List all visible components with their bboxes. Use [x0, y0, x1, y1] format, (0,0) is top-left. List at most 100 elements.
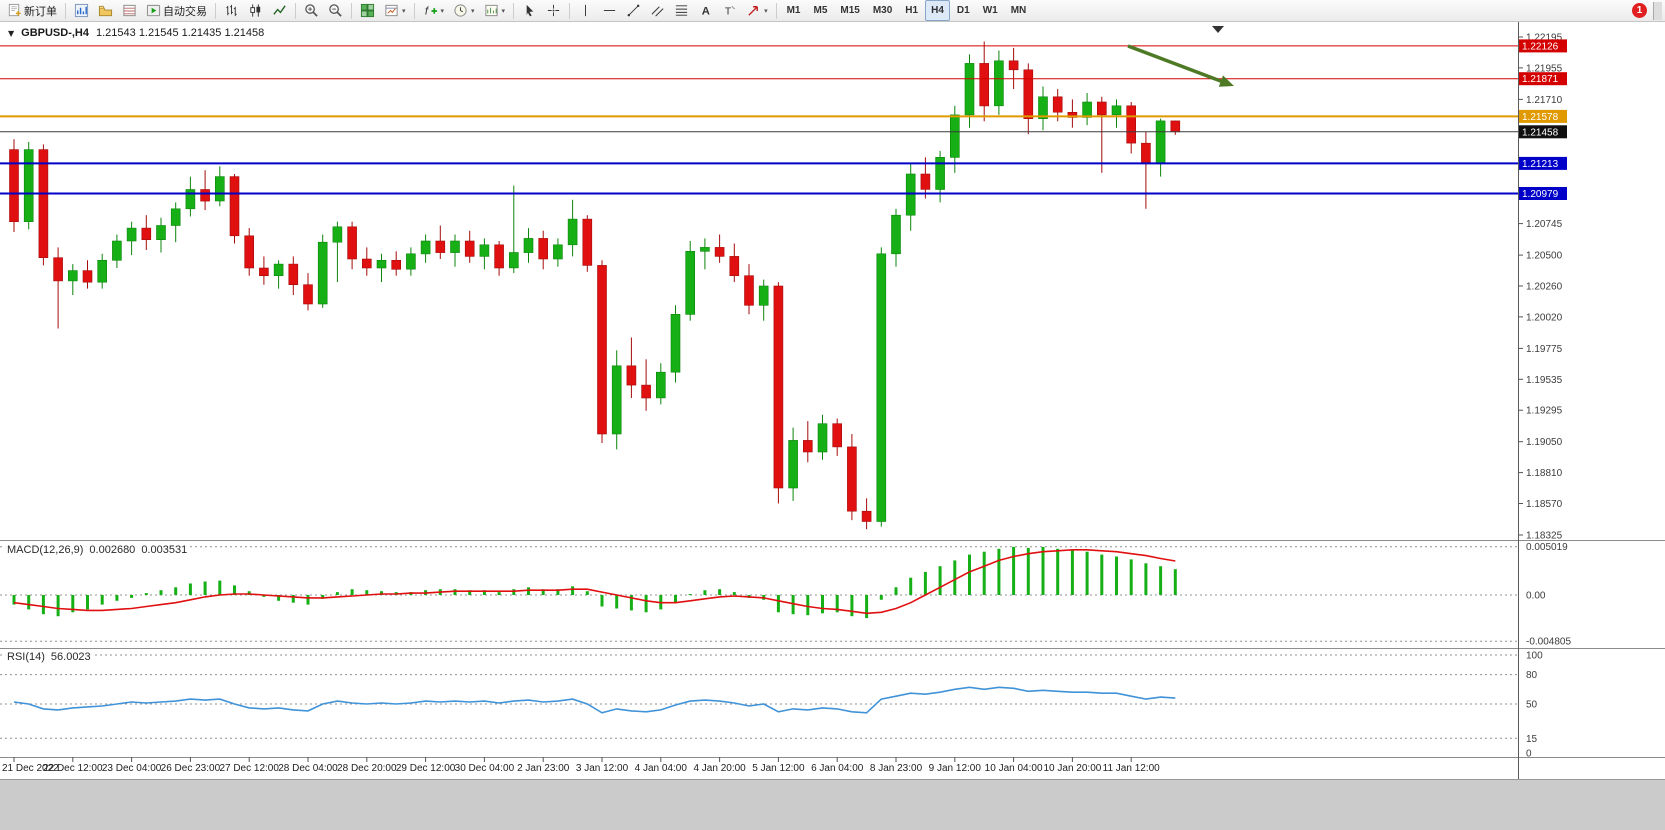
line-chart-button[interactable]: [268, 0, 291, 21]
profiles-button[interactable]: [94, 0, 117, 21]
price-axis-label[interactable]: 1.20500: [1526, 251, 1563, 262]
time-axis-label[interactable]: 22 Dec 12:00: [43, 763, 103, 774]
chevron-down-icon: ▾: [440, 6, 445, 15]
bull-candle: [112, 240, 122, 261]
new-order-button[interactable]: 新订单: [3, 0, 61, 21]
price-axis-label[interactable]: 1.19775: [1526, 344, 1563, 355]
toolbar-separator: [65, 2, 66, 19]
timeframe-m5[interactable]: M5: [813, 5, 828, 16]
bull-candle: [156, 225, 166, 240]
time-axis-label[interactable]: 4 Jan 20:00: [693, 763, 746, 774]
bear-candle: [979, 63, 990, 107]
market-watch-button[interactable]: [70, 0, 93, 21]
channel-button[interactable]: [646, 0, 669, 21]
time-axis-label[interactable]: 28 Dec 20:00: [337, 763, 397, 774]
timeframe-m15[interactable]: M15: [840, 5, 860, 16]
trend-arrow-head[interactable]: [1218, 75, 1234, 87]
time-axis-label[interactable]: 30 Dec 04:00: [455, 763, 515, 774]
data-window-button[interactable]: [118, 0, 141, 21]
horizontal-line-button[interactable]: [598, 0, 621, 21]
fibonacci-button[interactable]: [670, 0, 693, 21]
time-axis-label[interactable]: 21 Dec 2022: [2, 763, 59, 774]
bull-candle: [1111, 105, 1122, 116]
bull-candle: [420, 240, 431, 255]
timeframe-mn[interactable]: MN: [1010, 5, 1027, 16]
price-tag: 1.20979: [1522, 189, 1559, 200]
bear-candle: [435, 240, 446, 253]
timeframe-m30[interactable]: M30: [872, 5, 893, 16]
crosshair-button[interactable]: [542, 0, 565, 21]
chart-shift-marker[interactable]: [1212, 26, 1224, 33]
time-axis-label[interactable]: 11 Jan 12:00: [1103, 763, 1161, 774]
bear-candle: [861, 510, 872, 522]
price-axis-label[interactable]: 1.21955: [1526, 63, 1563, 74]
time-axis-label[interactable]: 10 Jan 20:00: [1043, 763, 1101, 774]
time-axis-label[interactable]: 5 Jan 12:00: [752, 763, 805, 774]
trend-arrow[interactable]: [1127, 44, 1228, 85]
svg-text:T: T: [725, 6, 732, 17]
timeframe-d1[interactable]: D1: [956, 5, 970, 16]
chart-canvas[interactable]: 1.221951.219551.217101.214701.212251.209…: [0, 22, 1665, 779]
vertical-line-button[interactable]: [574, 0, 597, 21]
time-axis-label[interactable]: 9 Jan 12:00: [929, 763, 982, 774]
notification-badge[interactable]: 1: [1632, 3, 1647, 18]
timeframe-h1[interactable]: H1: [905, 5, 919, 16]
indicators-button[interactable]: f ▾: [419, 0, 449, 21]
label-button[interactable]: T: [718, 0, 741, 21]
one-click-trading-toggle[interactable]: ▼: [8, 28, 15, 38]
zoom-out-button[interactable]: [324, 0, 347, 21]
time-axis-label[interactable]: 10 Jan 04:00: [985, 763, 1043, 774]
time-axis-label[interactable]: 4 Jan 04:00: [635, 763, 688, 774]
auto-trading-button[interactable]: 自动交易: [142, 0, 211, 21]
price-axis-label[interactable]: 1.18325: [1526, 531, 1563, 542]
time-axis-label[interactable]: 3 Jan 12:00: [576, 763, 629, 774]
zoom-out-icon: [329, 4, 342, 17]
new-order-icon: [8, 3, 21, 17]
timeframe-m1[interactable]: M1: [786, 5, 801, 16]
bear-candle: [744, 275, 754, 306]
horizontal-line-icon: [603, 10, 616, 11]
bull-candle: [817, 423, 828, 453]
price-axis-label[interactable]: 1.21710: [1526, 95, 1563, 106]
timeframe-w1[interactable]: W1: [982, 5, 998, 16]
tile-windows-button[interactable]: [356, 0, 379, 21]
toolbar-separator: [351, 2, 352, 19]
auto-trading-icon: [146, 4, 161, 17]
time-axis-label[interactable]: 26 Dec 23:00: [161, 763, 221, 774]
templates-button[interactable]: ▾: [480, 0, 510, 21]
time-axis-label[interactable]: 29 Dec 12:00: [396, 763, 456, 774]
time-axis-label[interactable]: 2 Jan 23:00: [517, 763, 570, 774]
periods-button[interactable]: ▾: [449, 0, 479, 21]
zoom-in-button[interactable]: [300, 0, 323, 21]
candlestick-button[interactable]: [244, 0, 267, 21]
time-axis-label[interactable]: 27 Dec 12:00: [219, 763, 279, 774]
bull-candle: [406, 253, 416, 270]
trendline-button[interactable]: [622, 0, 645, 21]
new-chart-button[interactable]: ▾: [380, 0, 410, 21]
arrows-button[interactable]: ▾: [742, 0, 772, 21]
price-axis-label[interactable]: 1.22195: [1526, 33, 1563, 44]
bull-candle: [994, 60, 1004, 107]
price-axis-label[interactable]: 1.20260: [1526, 282, 1563, 293]
bar-chart-button[interactable]: [220, 0, 243, 21]
macd-signal-value: 0.003531: [141, 544, 188, 556]
time-axis-label[interactable]: 23 Dec 04:00: [102, 763, 162, 774]
price-axis-label[interactable]: 1.18570: [1526, 499, 1563, 510]
price-axis-label[interactable]: 1.20020: [1526, 312, 1563, 323]
price-axis-label[interactable]: 1.19535: [1526, 375, 1563, 386]
cursor-button[interactable]: [518, 0, 541, 21]
time-axis-label[interactable]: 28 Dec 04:00: [278, 763, 338, 774]
time-axis-label[interactable]: 6 Jan 04:00: [811, 763, 864, 774]
time-axis-label[interactable]: 8 Jan 23:00: [870, 763, 923, 774]
text-button[interactable]: A: [694, 0, 717, 21]
price-axis-label[interactable]: 1.20745: [1526, 219, 1563, 230]
timeframe-h4[interactable]: H4: [925, 0, 950, 21]
price-tag: 1.21578: [1522, 112, 1559, 123]
chart-ohlc-values: 1.21543 1.21545 1.21435 1.21458: [96, 27, 265, 39]
price-axis-label[interactable]: 1.18810: [1526, 468, 1563, 479]
bull-candle: [567, 218, 578, 246]
price-axis-label[interactable]: 1.19295: [1526, 406, 1563, 417]
price-axis-label[interactable]: 1.19050: [1526, 437, 1563, 448]
zoom-in-icon: [305, 4, 318, 17]
toolbar-overflow-handle[interactable]: [1653, 1, 1662, 20]
